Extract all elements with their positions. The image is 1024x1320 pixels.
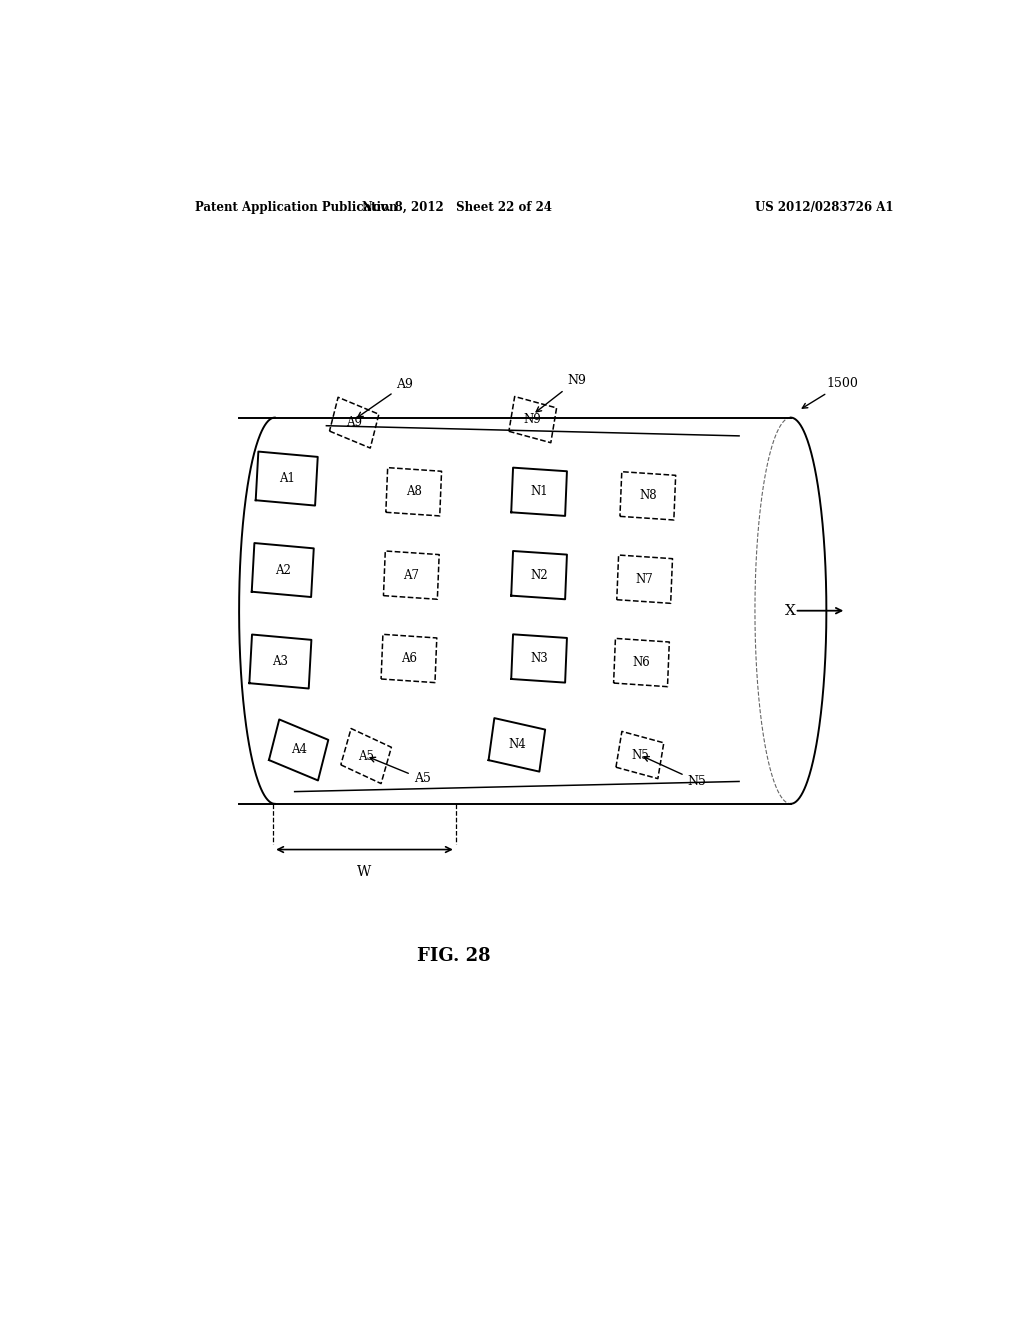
Text: A3: A3: [272, 655, 289, 668]
Text: A2: A2: [274, 564, 291, 577]
Text: A7: A7: [403, 569, 419, 582]
Text: N7: N7: [636, 573, 653, 586]
Text: 1500: 1500: [802, 378, 858, 408]
Text: N6: N6: [633, 656, 650, 669]
Text: A5: A5: [358, 750, 374, 763]
Text: N9: N9: [524, 413, 542, 426]
Text: N8: N8: [639, 490, 656, 503]
Text: A8: A8: [406, 486, 422, 498]
Text: A1: A1: [279, 473, 295, 484]
Text: Nov. 8, 2012   Sheet 22 of 24: Nov. 8, 2012 Sheet 22 of 24: [362, 201, 552, 214]
Text: N2: N2: [530, 569, 548, 582]
Text: FIG. 28: FIG. 28: [417, 948, 490, 965]
Text: A9: A9: [357, 378, 413, 417]
Text: A4: A4: [291, 743, 306, 756]
Text: Patent Application Publication: Patent Application Publication: [196, 201, 398, 214]
Text: A6: A6: [401, 652, 417, 665]
Text: A9: A9: [346, 416, 362, 429]
Text: N1: N1: [530, 486, 548, 498]
Text: N9: N9: [537, 374, 586, 412]
Text: N4: N4: [508, 738, 525, 751]
Text: US 2012/0283726 A1: US 2012/0283726 A1: [755, 201, 894, 214]
Text: X: X: [785, 603, 796, 618]
Text: N5: N5: [644, 756, 707, 788]
Text: N3: N3: [530, 652, 548, 665]
Text: N5: N5: [631, 748, 649, 762]
Text: A5: A5: [370, 758, 430, 785]
Text: W: W: [357, 865, 372, 879]
